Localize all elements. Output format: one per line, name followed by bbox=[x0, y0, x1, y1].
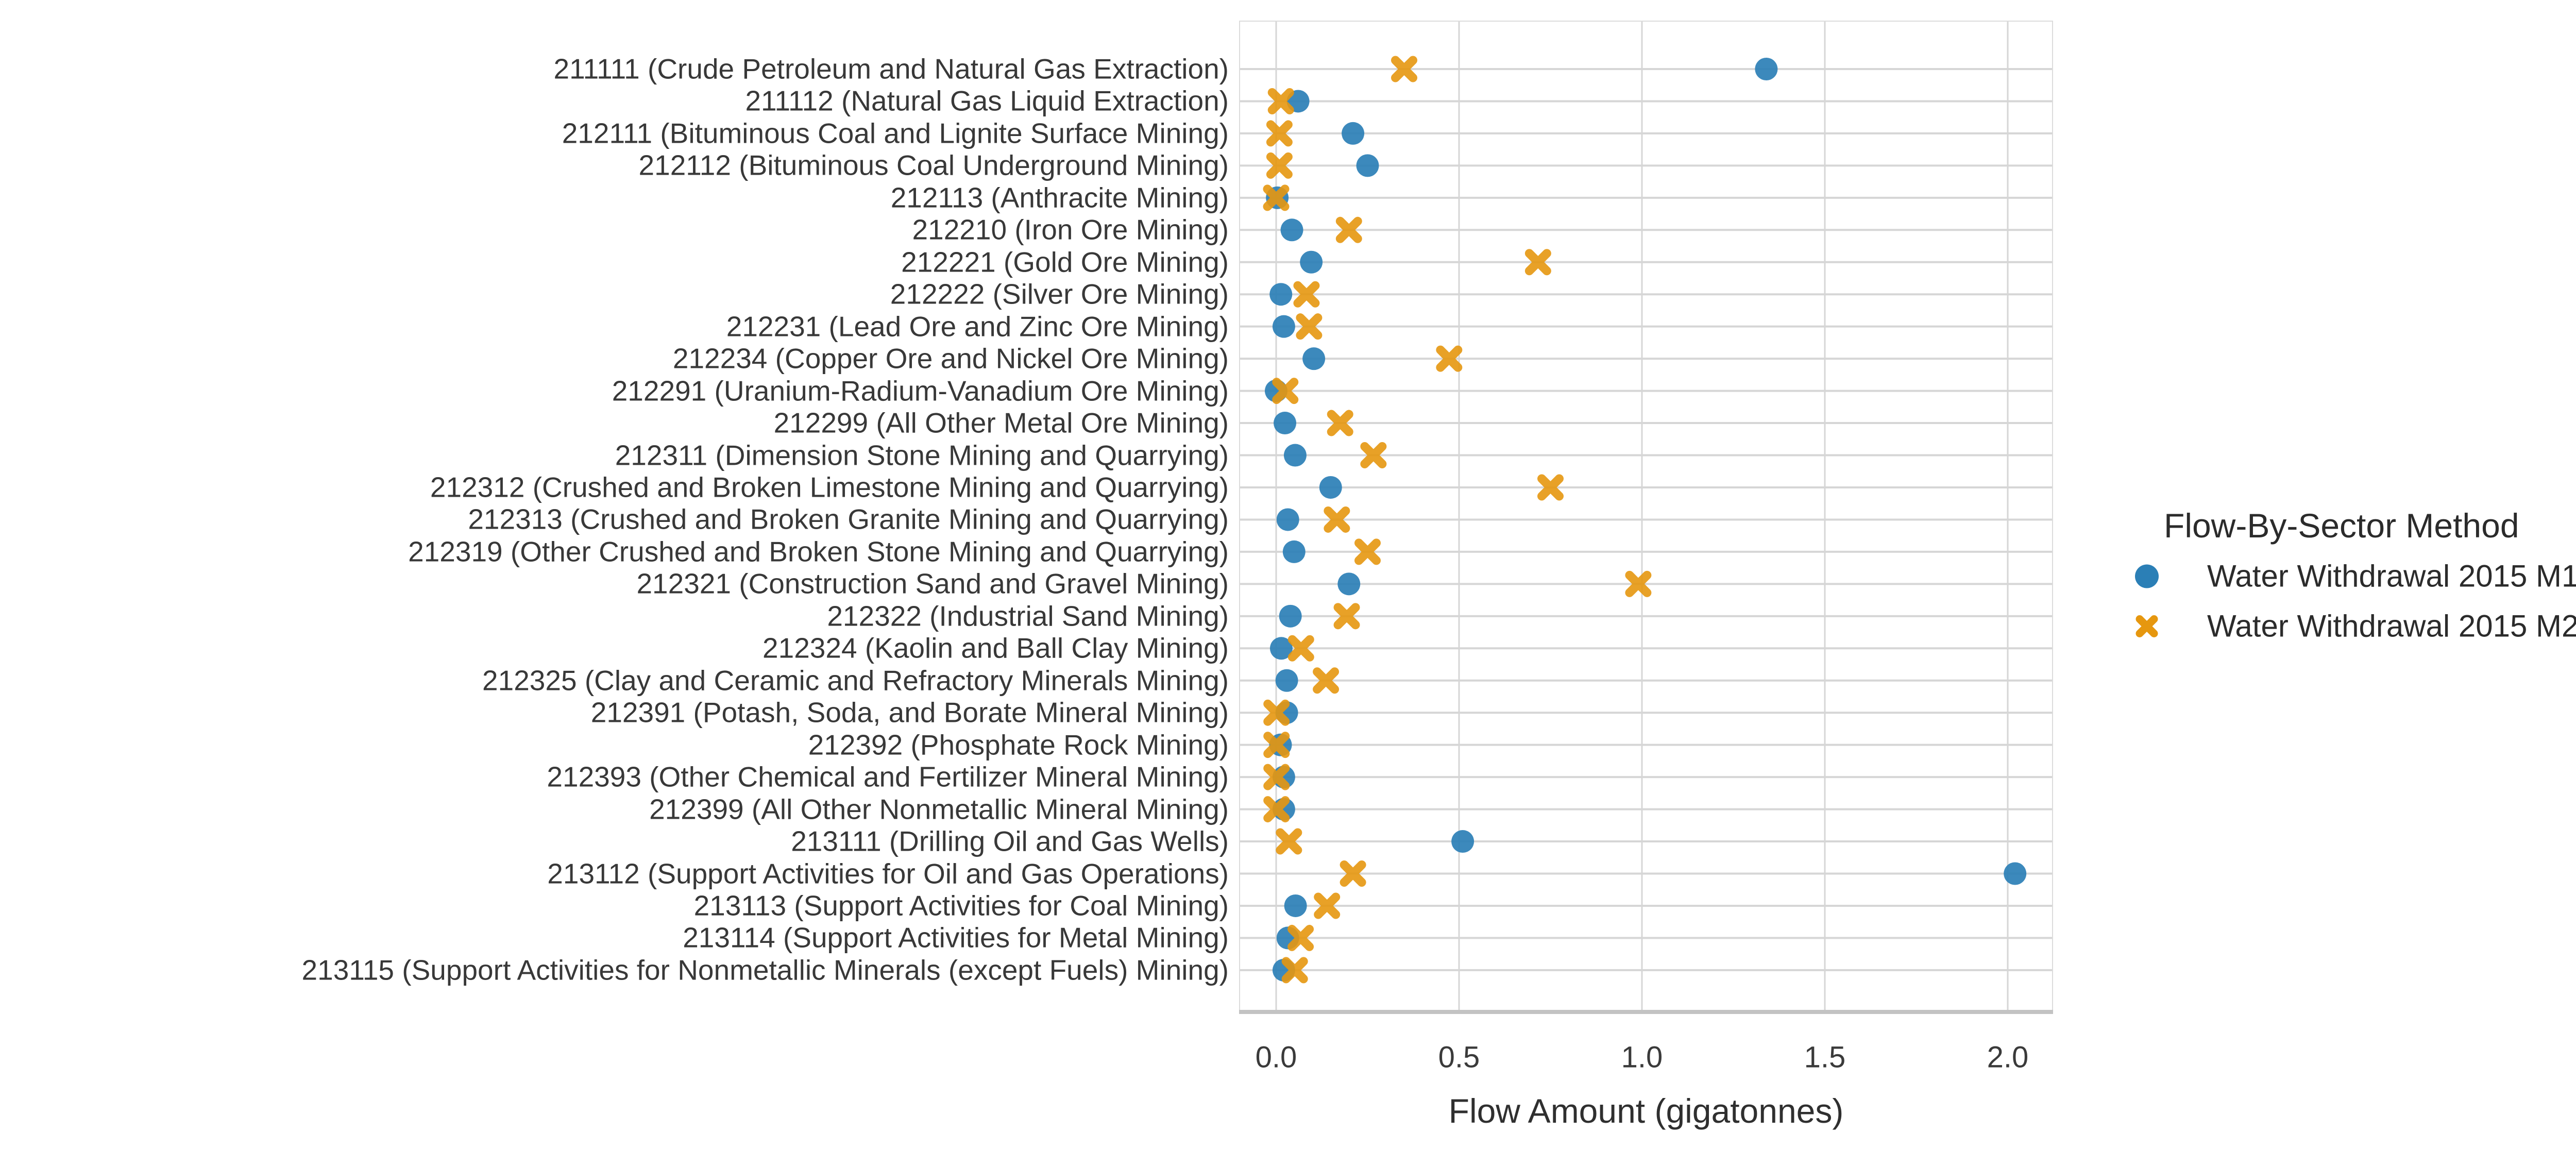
data-point-m2 bbox=[1287, 924, 1314, 951]
legend-title: Flow-By-Sector Method bbox=[2164, 506, 2519, 545]
x-axis-title: Flow Amount (gigatonnes) bbox=[1448, 1092, 1844, 1130]
data-point-m2 bbox=[1276, 828, 1302, 855]
data-point-m1 bbox=[1275, 669, 1298, 692]
data-point-m1 bbox=[1269, 637, 1293, 660]
y-axis-label: 213115 (Support Activities for Nonmetall… bbox=[301, 954, 1229, 986]
data-point-m1 bbox=[1302, 347, 1326, 370]
data-point-m1 bbox=[1319, 476, 1342, 499]
legend-x-marker-icon bbox=[2132, 611, 2162, 641]
y-axis-label: 212291 (Uranium-Radium-Vanadium Ore Mini… bbox=[612, 375, 1229, 407]
plot-area bbox=[1239, 21, 2053, 1014]
y-axis-label: 212234 (Copper Ore and Nickel Ore Mining… bbox=[672, 342, 1229, 375]
x-axis-tick-label: 2.0 bbox=[1987, 1040, 2029, 1074]
y-axis-label: 211111 (Crude Petroleum and Natural Gas … bbox=[553, 53, 1229, 85]
data-point-m2 bbox=[1263, 184, 1290, 211]
data-point-m2 bbox=[1281, 957, 1308, 984]
data-point-m2 bbox=[1272, 378, 1299, 404]
y-axis-label: 213114 (Support Activities for Metal Min… bbox=[683, 921, 1229, 954]
y-axis-label: 212231 (Lead Ore and Zinc Ore Mining) bbox=[726, 310, 1229, 343]
y-axis-label: 212393 (Other Chemical and Fertilizer Mi… bbox=[547, 761, 1229, 793]
data-point-m1 bbox=[1356, 154, 1379, 177]
x-axis-tick-label: 0.0 bbox=[1255, 1040, 1297, 1074]
data-point-m2 bbox=[1436, 345, 1463, 372]
y-axis-label: 213112 (Support Activities for Oil and G… bbox=[547, 857, 1229, 889]
data-point-m1 bbox=[1274, 412, 1297, 435]
x-axis-tick-label: 0.5 bbox=[1438, 1040, 1480, 1074]
legend-label-m1: Water Withdrawal 2015 M1 bbox=[2207, 559, 2576, 594]
data-point-m2 bbox=[1335, 216, 1362, 243]
y-axis-label: 212321 (Construction Sand and Gravel Min… bbox=[636, 567, 1229, 600]
data-point-m1 bbox=[1284, 894, 1307, 917]
data-point-m2 bbox=[1314, 892, 1341, 919]
data-point-m2 bbox=[1625, 570, 1652, 597]
legend-item-m1: Water Withdrawal 2015 M1 bbox=[2132, 559, 2576, 594]
y-axis-label: 212221 (Gold Ore Mining) bbox=[901, 246, 1229, 278]
y-axis-label: 212399 (All Other Nonmetallic Mineral Mi… bbox=[649, 793, 1229, 825]
legend-item-m2: Water Withdrawal 2015 M2 bbox=[2132, 609, 2576, 644]
data-point-m2 bbox=[1266, 152, 1293, 179]
data-point-m1 bbox=[1300, 250, 1323, 274]
y-axis-label: 212210 (Iron Ore Mining) bbox=[912, 213, 1229, 246]
y-axis-label: 212112 (Bituminous Coal Underground Mini… bbox=[638, 149, 1229, 181]
data-point-m1 bbox=[1269, 283, 1293, 306]
legend-circle-marker-icon bbox=[2132, 561, 2162, 591]
data-point-m2 bbox=[1263, 764, 1290, 790]
data-point-m2 bbox=[1287, 635, 1314, 662]
y-axis-label: 212222 (Silver Ore Mining) bbox=[890, 278, 1229, 310]
data-point-m1 bbox=[1337, 572, 1361, 596]
data-point-m1 bbox=[1283, 444, 1307, 467]
data-point-m2 bbox=[1263, 796, 1290, 823]
data-point-m2 bbox=[1354, 538, 1381, 565]
plot-panel bbox=[1239, 21, 2053, 1014]
data-point-m1 bbox=[1280, 218, 1303, 242]
data-point-m2 bbox=[1263, 732, 1290, 758]
data-point-m2 bbox=[1324, 506, 1350, 533]
y-axis-label: 212391 (Potash, Soda, and Borate Mineral… bbox=[590, 696, 1229, 729]
data-point-m1 bbox=[1342, 122, 1365, 145]
y-axis-label: 212319 (Other Crushed and Broken Stone M… bbox=[408, 535, 1229, 568]
data-point-m1 bbox=[1276, 508, 1299, 531]
data-point-m1 bbox=[1282, 540, 1306, 563]
data-point-m2 bbox=[1266, 120, 1293, 147]
data-point-m2 bbox=[1327, 410, 1353, 436]
y-axis-label: 212324 (Kaolin and Ball Clay Mining) bbox=[762, 632, 1229, 664]
x-axis-tick-label: 1.5 bbox=[1804, 1040, 1846, 1074]
y-axis-label: 212313 (Crushed and Broken Granite Minin… bbox=[468, 503, 1229, 535]
y-axis-label: 213111 (Drilling Oil and Gas Wells) bbox=[791, 825, 1229, 857]
data-point-m2 bbox=[1293, 281, 1320, 308]
data-point-m2 bbox=[1333, 603, 1360, 630]
data-point-m2 bbox=[1391, 56, 1417, 82]
y-axis-label: 212312 (Crushed and Broken Limestone Min… bbox=[430, 471, 1229, 503]
data-point-m2 bbox=[1263, 699, 1290, 726]
legend-x-glyph bbox=[2136, 615, 2158, 637]
y-axis-label: 212325 (Clay and Ceramic and Refractory … bbox=[482, 664, 1229, 697]
data-point-m2 bbox=[1340, 860, 1366, 887]
data-point-m1 bbox=[2004, 862, 2027, 885]
y-axis-label: 212392 (Phosphate Rock Mining) bbox=[808, 729, 1229, 761]
x-axis-tick-label: 1.0 bbox=[1621, 1040, 1663, 1074]
data-point-m2 bbox=[1524, 249, 1551, 276]
y-axis-label: 212113 (Anthracite Mining) bbox=[890, 181, 1229, 214]
data-point-m1 bbox=[1272, 315, 1295, 338]
y-axis-label: 212311 (Dimension Stone Mining and Quarr… bbox=[615, 439, 1229, 471]
y-axis-label: 213113 (Support Activities for Coal Mini… bbox=[693, 889, 1229, 922]
data-point-m2 bbox=[1537, 474, 1564, 501]
y-axis-label: 212111 (Bituminous Coal and Lignite Surf… bbox=[562, 117, 1229, 149]
data-point-m2 bbox=[1313, 667, 1340, 694]
y-axis-label: 212322 (Industrial Sand Mining) bbox=[827, 600, 1229, 632]
data-point-m2 bbox=[1296, 313, 1323, 340]
y-axis-label: 211112 (Natural Gas Liquid Extraction) bbox=[745, 85, 1229, 117]
data-point-m2 bbox=[1360, 442, 1387, 469]
y-axis-label: 212299 (All Other Metal Ore Mining) bbox=[773, 407, 1229, 439]
data-point-m1 bbox=[1451, 830, 1475, 853]
data-point-m2 bbox=[1267, 88, 1294, 114]
legend-label-m2: Water Withdrawal 2015 M2 bbox=[2207, 609, 2576, 644]
data-point-m1 bbox=[1755, 58, 1778, 80]
data-point-m1 bbox=[1279, 604, 1302, 628]
